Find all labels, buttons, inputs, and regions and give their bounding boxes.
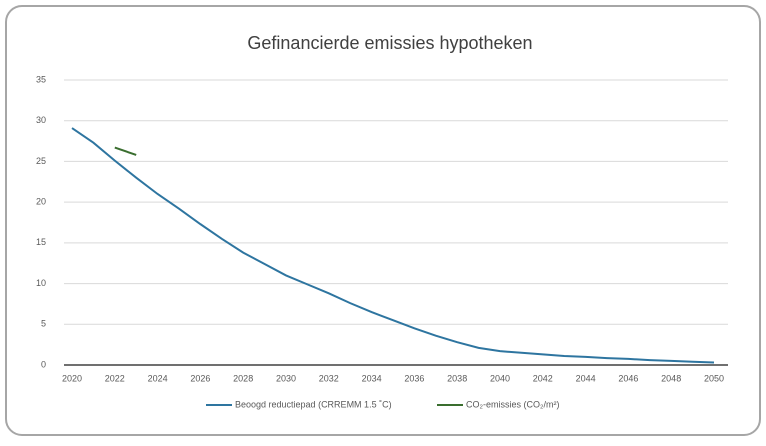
x-tick-label: 2050	[704, 373, 724, 383]
y-tick-label: 30	[36, 115, 46, 125]
x-tick-label: 2026	[190, 373, 210, 383]
y-tick-label: 20	[36, 197, 46, 207]
x-tick-label: 2028	[233, 373, 253, 383]
series-line	[114, 146, 137, 156]
x-tick-label: 2030	[276, 373, 296, 383]
y-tick-label: 15	[36, 237, 46, 247]
legend-label: CO₂-emissies (CO₂/m²)	[466, 399, 559, 409]
y-tick-label: 0	[41, 359, 46, 369]
y-tick-label: 25	[36, 156, 46, 166]
y-tick-label: 5	[41, 319, 46, 329]
x-tick-label: 2022	[105, 373, 125, 383]
x-tick-label: 2044	[576, 373, 596, 383]
x-tick-label: 2040	[490, 373, 510, 383]
legend-label: Beoogd reductiepad (CRREMM 1.5 ˚C)	[235, 399, 392, 409]
x-tick-label: 2020	[62, 373, 82, 383]
chart-frame	[5, 5, 761, 436]
x-tick-label: 2038	[447, 373, 467, 383]
x-tick-label: 2046	[618, 373, 638, 383]
x-tick-label: 2024	[148, 373, 168, 383]
x-tick-label: 2034	[362, 373, 382, 383]
y-tick-label: 35	[36, 74, 46, 84]
y-tick-label: 10	[36, 278, 46, 288]
x-tick-label: 2042	[533, 373, 553, 383]
x-tick-label: 2048	[661, 373, 681, 383]
series-line	[71, 127, 715, 364]
x-tick-label: 2032	[319, 373, 339, 383]
x-tick-label: 2036	[404, 373, 424, 383]
chart-title: Gefinancierde emissies hypotheken	[247, 33, 532, 53]
